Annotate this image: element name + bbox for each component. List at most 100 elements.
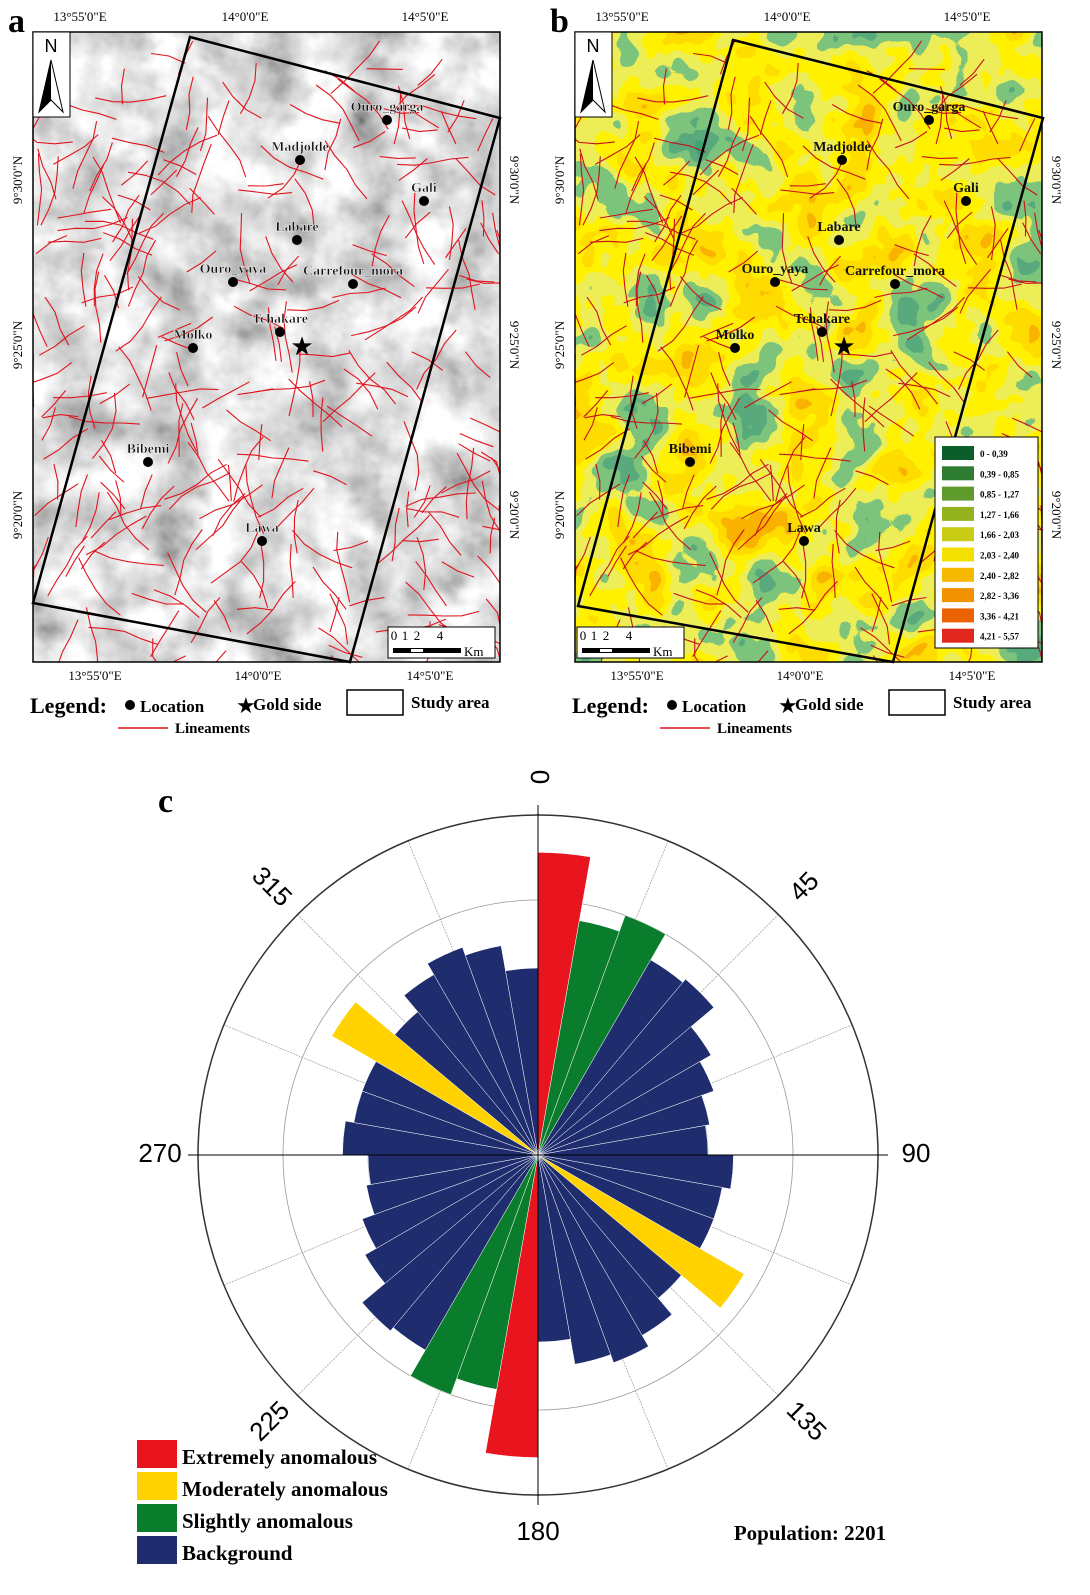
place-label: Gali [953, 181, 979, 196]
place-label: Madjolde [271, 140, 329, 155]
angle-label: 270 [138, 1138, 181, 1168]
class-label: 1,27 - 1,66 [980, 510, 1019, 520]
location-dot [292, 235, 302, 245]
class-swatch [942, 507, 974, 521]
angle-label: 0 [525, 770, 555, 784]
location-dot [961, 196, 971, 206]
legend-label: Background [182, 1541, 293, 1565]
legend-study-box [347, 690, 403, 715]
place-label: Labare [275, 220, 318, 235]
class-label: 0,39 - 0,85 [980, 469, 1019, 479]
location-dot [730, 343, 740, 353]
scale-label: 0 [580, 628, 587, 643]
legend-location: Location [682, 697, 747, 716]
north-label: N [45, 36, 58, 56]
scale-bar-seg [411, 649, 423, 652]
place-label: Molko [716, 328, 755, 343]
legend-study: Study area [953, 693, 1032, 712]
lat-tick-label: 9°30'0"N [1049, 156, 1064, 205]
lat-tick-label: 9°20'0"N [10, 490, 25, 539]
place-label: Ouro_yaya [200, 262, 267, 277]
location-dot [799, 536, 809, 546]
place-label: Carrefour_mora [303, 264, 403, 279]
map-panel: aN13°55'0"E13°55'0"E14°0'0"E14°0'0"E14°5… [8, 3, 522, 737]
scale-label: 4 [626, 628, 633, 643]
legend-study-box [889, 690, 945, 715]
legend-label: Slightly anomalous [182, 1509, 353, 1533]
scale-label: 1 [402, 628, 409, 643]
class-swatch [942, 527, 974, 541]
place-label: Lawa [787, 521, 820, 536]
legend-lineaments: Lineaments [717, 721, 792, 737]
place-label: Madjolde [813, 140, 871, 155]
panel-label: c [158, 783, 173, 820]
class-label: 1,66 - 2,03 [980, 530, 1019, 540]
lon-tick-label: 14°0'0"E [235, 668, 282, 683]
location-dot [817, 327, 827, 337]
place-label: Bibemi [669, 442, 712, 457]
lineament [909, 69, 945, 70]
class-label: 2,03 - 2,40 [980, 551, 1019, 561]
lat-tick-label: 9°30'0"N [507, 156, 522, 205]
class-swatch [942, 588, 974, 602]
legend-lineaments: Lineaments [175, 721, 250, 737]
location-dot [295, 155, 305, 165]
legend-title: Legend: [30, 693, 107, 718]
location-dot [257, 536, 267, 546]
location-dot [419, 196, 429, 206]
scale-bar [393, 648, 461, 653]
legend-swatch [137, 1440, 177, 1468]
place-label: Bibemi [127, 442, 170, 457]
scale-bar-seg [600, 649, 612, 652]
scale-unit: Km [464, 644, 484, 659]
location-dot [275, 327, 285, 337]
map-panel: bN13°55'0"E13°55'0"E14°0'0"E14°0'0"E14°5… [550, 3, 1064, 737]
class-swatch [942, 608, 974, 622]
lat-tick-label: 9°25'0"N [1049, 321, 1064, 370]
scale-bar [582, 648, 650, 653]
lon-tick-label: 14°5'0"E [402, 9, 449, 24]
location-dot [685, 457, 695, 467]
class-label: 2,82 - 3,36 [980, 591, 1019, 601]
scale-label: 1 [591, 628, 598, 643]
angle-label: 90 [902, 1138, 931, 1168]
angle-label: 180 [516, 1516, 559, 1546]
class-swatch [942, 466, 974, 480]
class-swatch [942, 568, 974, 582]
scale-label: 2 [414, 628, 421, 643]
legend-gold: Gold side [795, 695, 864, 714]
class-label: 0,85 - 1,27 [980, 490, 1019, 500]
panel-label: a [8, 3, 25, 40]
lon-tick-label: 13°55'0"E [53, 9, 106, 24]
lon-tick-label: 14°0'0"E [764, 9, 811, 24]
location-dot [924, 115, 934, 125]
lat-tick-label: 9°20'0"N [552, 490, 567, 539]
angle-label: 135 [781, 1395, 833, 1447]
place-label: Gali [411, 181, 437, 196]
angle-label: 225 [243, 1395, 295, 1447]
location-dot [143, 457, 153, 467]
lat-tick-label: 9°25'0"N [552, 320, 567, 369]
rose-diagram: c04590135180225270315Extremely anomalous… [137, 770, 930, 1565]
place-label: Ouro_garga [893, 100, 966, 115]
lon-tick-label: 14°5'0"E [407, 668, 454, 683]
location-dot [228, 277, 238, 287]
lon-tick-label: 13°55'0"E [610, 668, 663, 683]
place-label: Lawa [245, 521, 278, 536]
legend-swatch [137, 1504, 177, 1532]
map-panels: aN 13°55'0"E 13°55'0"E 14°0'0"E 14°0'0"E 14°5… [8, 3, 1064, 737]
lon-tick-label: 14°5'0"E [949, 668, 996, 683]
class-swatch [942, 487, 974, 501]
place-label: Ouro_garga [351, 100, 424, 115]
class-swatch [942, 548, 974, 562]
class-swatch [942, 629, 974, 643]
scale-label: 4 [437, 628, 444, 643]
legend-location: Location [140, 697, 205, 716]
angle-label: 315 [246, 860, 298, 912]
class-label: 2,40 - 2,82 [980, 571, 1019, 581]
location-dot [188, 343, 198, 353]
class-label: 4,21 - 5,57 [980, 632, 1019, 642]
lon-tick-label: 14°5'0"E [944, 9, 991, 24]
legend-dot [667, 700, 677, 710]
scale-unit: Km [653, 644, 673, 659]
